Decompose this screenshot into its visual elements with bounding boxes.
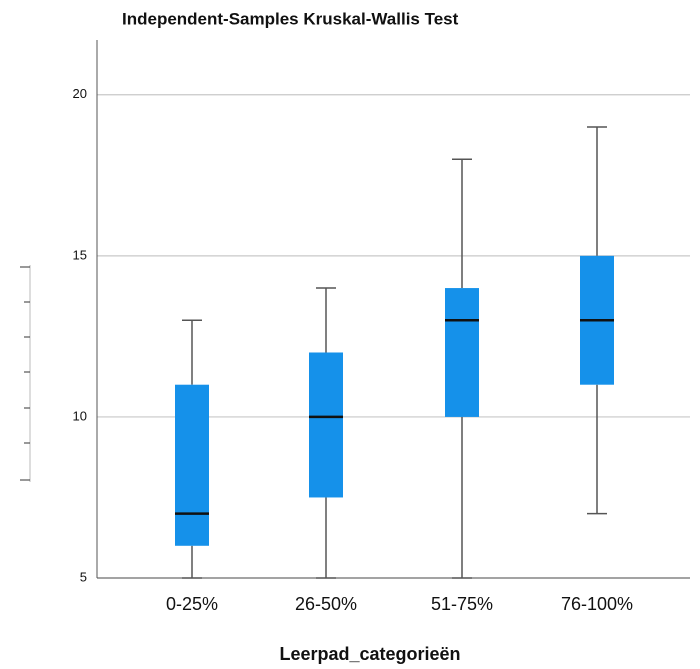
- box: [175, 384, 209, 546]
- x-tick-label: 51-75%: [431, 594, 493, 614]
- box: [445, 288, 479, 417]
- box: [309, 352, 343, 498]
- y-tick-label: 10: [73, 408, 87, 423]
- side-decoration: [20, 265, 31, 482]
- chart-title: Independent-Samples Kruskal-Wallis Test: [122, 9, 459, 28]
- x-tick-label: 0-25%: [166, 594, 218, 614]
- x-tick-label: 76-100%: [561, 594, 633, 614]
- y-tick-label: 5: [80, 569, 87, 584]
- x-axis-label: Leerpad_categorieën: [279, 644, 460, 664]
- y-tick-label: 15: [73, 247, 87, 262]
- y-tick-label: 20: [73, 86, 87, 101]
- x-tick-label: 26-50%: [295, 594, 357, 614]
